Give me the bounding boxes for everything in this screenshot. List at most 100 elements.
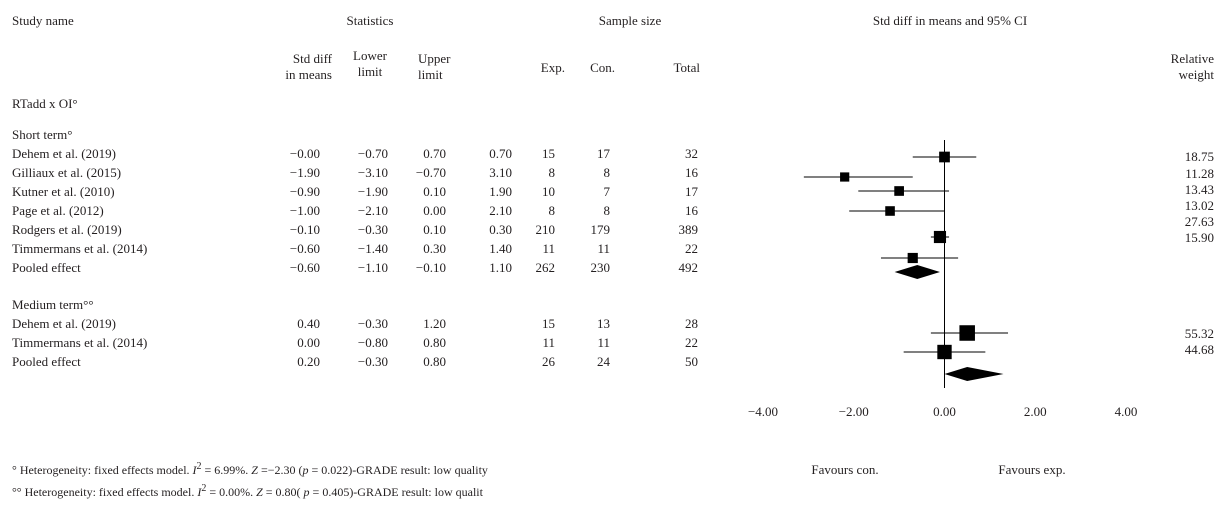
total-value: 50 (685, 354, 698, 369)
p-symbol: p (302, 463, 309, 477)
total-value: 32 (685, 146, 698, 161)
upper-value: 1.20 (423, 316, 446, 331)
effect-size-marker (885, 206, 895, 216)
extra-value: 2.10 (489, 203, 512, 218)
std-diff-header-2: in means (285, 67, 332, 82)
lower-value: −3.10 (357, 165, 388, 180)
lower-value: −0.30 (357, 354, 388, 369)
x-tick-label: 4.00 (1115, 404, 1138, 419)
extra-value: 1.10 (489, 260, 512, 275)
p-symbol: p (303, 485, 310, 499)
i2-symbol: I (192, 463, 197, 477)
lower-value: −0.30 (357, 316, 388, 331)
footnote-text: = 0.80( (262, 485, 304, 499)
effect-size-marker (939, 151, 950, 163)
z-symbol: Z (251, 463, 258, 477)
lower-value: −0.80 (357, 335, 388, 350)
upper-value: 0.10 (423, 184, 446, 199)
lower-header-2: limit (357, 64, 383, 79)
con-value: 11 (597, 335, 610, 350)
weight-value: 55.32 (1184, 326, 1214, 341)
weight-value: 13.02 (1184, 198, 1214, 213)
group-label-medium-term: Medium term°° (12, 297, 94, 312)
con-value: 11 (597, 241, 610, 256)
con-header: Con. (590, 60, 615, 75)
smd-value: −1.00 (289, 203, 320, 218)
upper-value: 0.80 (423, 354, 446, 369)
footnote-short-term: ° Heterogeneity: fixed effects model. I2… (12, 460, 488, 477)
total-value: 28 (685, 316, 698, 331)
upper-value: −0.10 (415, 260, 446, 275)
footnote-mark: ° (12, 463, 20, 477)
weight-value: 27.63 (1184, 214, 1214, 229)
effect-size-marker (907, 252, 918, 264)
exp-value: 8 (548, 165, 556, 180)
exp-header: Exp. (540, 60, 565, 75)
footnote-text: = 6.99%. (201, 463, 252, 477)
total-value: 16 (685, 165, 698, 180)
total-value: 22 (685, 241, 698, 256)
con-value: 8 (603, 203, 611, 218)
extra-value: 0.30 (489, 222, 512, 237)
lower-value: −0.30 (357, 222, 388, 237)
footnote-medium-term: °° Heterogeneity: fixed effects model. I… (12, 482, 483, 499)
exp-value: 262 (535, 260, 556, 275)
extra-value: 1.40 (489, 241, 512, 256)
lower-header-1: Lower (353, 48, 387, 63)
study-name: Page et al. (2012) (12, 203, 104, 218)
smd-value: −0.60 (289, 241, 320, 256)
pooled-effect-diamond (944, 367, 1004, 381)
con-value: 17 (597, 146, 610, 161)
x-tick-label: 2.00 (1024, 404, 1047, 419)
upper-header-2: limit (418, 67, 443, 82)
forest-plot: −4.00 −2.00 0.00 2.00 4.00 Favours con. Favour… (748, 140, 1138, 477)
con-value: 179 (590, 222, 611, 237)
effect-size-marker (959, 325, 975, 341)
weight-value: 11.28 (1185, 166, 1214, 181)
study-name: Dehem et al. (2019) (12, 146, 116, 161)
study-name: Kutner et al. (2010) (12, 184, 115, 199)
smd-value: −1.90 (289, 165, 320, 180)
footnote-text: = 0.00%. (206, 485, 257, 499)
study-name-header: Study name (12, 13, 74, 28)
total-value: 492 (678, 260, 699, 275)
footnote-text: Heterogeneity: fixed effects model. (24, 485, 198, 499)
con-value: 13 (597, 316, 610, 331)
relative-weight-header-2: weight (1178, 67, 1214, 82)
z-symbol: Z (256, 485, 263, 499)
weight-value: 15.90 (1184, 230, 1214, 245)
exp-value: 10 (542, 184, 555, 199)
exp-value: 11 (542, 241, 555, 256)
x-tick-label: −4.00 (748, 404, 778, 419)
upper-value: 0.70 (423, 146, 446, 161)
extra-value: 1.90 (489, 184, 512, 199)
total-value: 22 (685, 335, 698, 350)
superscript: 2 (201, 483, 207, 494)
effect-size-marker (840, 172, 850, 182)
effect-size-marker (933, 230, 947, 244)
footnote-mark: °° (12, 485, 25, 499)
lower-value: −1.10 (357, 260, 388, 275)
upper-value: 0.10 (423, 222, 446, 237)
effect-size-marker (937, 344, 952, 360)
exp-value: 15 (542, 146, 555, 161)
exp-value: 210 (535, 222, 556, 237)
relative-weight-header-1: Relative (1170, 51, 1214, 66)
effect-size-marker (894, 186, 904, 196)
smd-value: −0.10 (289, 222, 320, 237)
superscript: 2 (196, 461, 202, 472)
total-header: Total (673, 60, 700, 75)
pooled-effect-diamond (894, 265, 940, 279)
footnote-text: = 0.022)-GRADE result: low quality (308, 463, 488, 477)
exp-value: 15 (542, 316, 555, 331)
study-name: Timmermans et al. (2014) (12, 241, 148, 256)
smd-value: −0.90 (289, 184, 320, 199)
study-name: Gilliaux et al. (2015) (12, 165, 122, 180)
con-value: 7 (603, 184, 611, 199)
total-value: 16 (685, 203, 698, 218)
upper-value: −0.70 (415, 165, 446, 180)
lower-value: −0.70 (357, 146, 388, 161)
lower-value: −2.10 (357, 203, 388, 218)
weight-value: 13.43 (1184, 182, 1214, 197)
study-name: Pooled effect (12, 260, 81, 275)
